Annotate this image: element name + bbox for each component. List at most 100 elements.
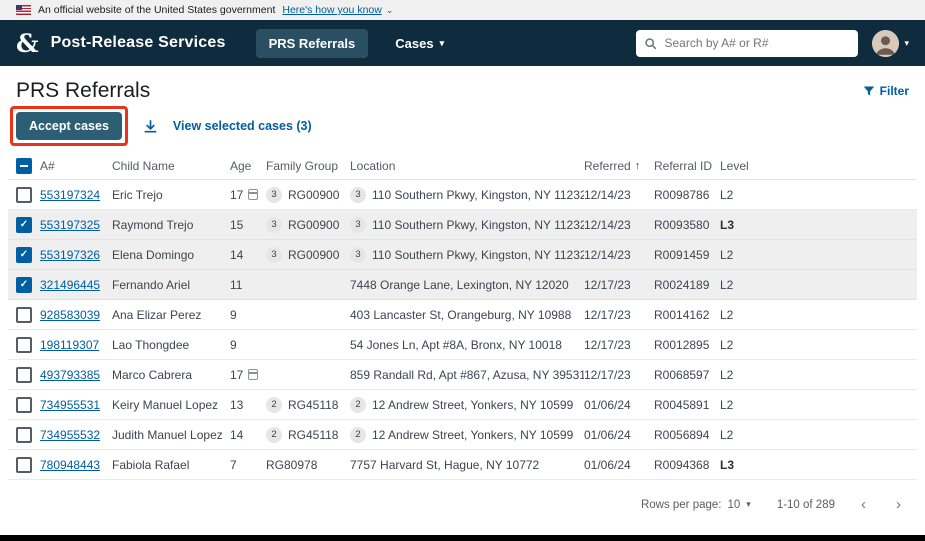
previous-page-button[interactable]: ‹ bbox=[861, 496, 866, 513]
row-checkbox[interactable] bbox=[16, 246, 32, 263]
age-cell: 11 bbox=[230, 277, 243, 292]
table-row[interactable]: 553197326 Elena Domingo 14 3 RG00900 3 1… bbox=[8, 240, 917, 270]
level-cell: L2 bbox=[720, 367, 734, 382]
a-number-link[interactable]: 493793385 bbox=[40, 367, 101, 382]
table-row[interactable]: 780948443 Fabiola Rafael 7 RG80978 7757 … bbox=[8, 450, 917, 480]
location-cell: 3 110 Southern Pkwy, Kingston, NY 11232 bbox=[350, 246, 584, 263]
level-cell: L3 bbox=[720, 457, 735, 472]
a-number-link[interactable]: 198119307 bbox=[40, 337, 100, 352]
table-row[interactable]: 553197325 Raymond Trejo 15 3 RG00900 3 1… bbox=[8, 210, 917, 240]
row-checkbox[interactable] bbox=[16, 426, 32, 443]
level-cell: L3 bbox=[720, 217, 735, 232]
referral-id-cell: R0024189 bbox=[654, 277, 710, 292]
column-header-a-number[interactable]: A# bbox=[40, 158, 55, 173]
download-icon[interactable] bbox=[143, 119, 158, 134]
table-row[interactable]: 734955532 Judith Manuel Lopez 14 2 RG451… bbox=[8, 420, 917, 450]
view-selected-cases-link[interactable]: View selected cases (3) bbox=[172, 119, 312, 133]
column-header-family-group[interactable]: Family Group bbox=[266, 158, 339, 173]
next-page-button[interactable]: › bbox=[896, 496, 901, 513]
primary-nav: PRS Referrals Cases ▾ bbox=[255, 28, 458, 58]
column-header-child-name[interactable]: Child Name bbox=[112, 158, 175, 173]
a-number-link[interactable]: 780948443 bbox=[40, 457, 101, 472]
referral-id-cell: R0093580 bbox=[654, 217, 710, 232]
referred-cell: 12/14/23 bbox=[584, 187, 631, 202]
avatar[interactable] bbox=[872, 29, 900, 57]
column-header-referred[interactable]: Referred ↑ bbox=[584, 158, 641, 173]
column-header-age[interactable]: Age bbox=[230, 158, 252, 173]
table-row[interactable]: 928583039 Ana Elizar Perez 9 403 Lancast… bbox=[8, 300, 917, 330]
a-number-link[interactable]: 553197326 bbox=[40, 247, 101, 262]
calendar-icon bbox=[248, 369, 259, 380]
row-checkbox[interactable] bbox=[16, 336, 32, 353]
family-group-badge: 3 bbox=[266, 186, 282, 203]
a-number-link[interactable]: 321496445 bbox=[40, 277, 101, 292]
referral-id-cell: R0091459 bbox=[654, 247, 710, 262]
table-row[interactable]: 198119307 Lao Thongdee 9 54 Jones Ln, Ap… bbox=[8, 330, 917, 360]
level-cell: L2 bbox=[720, 337, 734, 352]
search-icon bbox=[644, 37, 657, 55]
child-name-cell: Elena Domingo bbox=[112, 247, 195, 262]
filter-button[interactable]: Filter bbox=[863, 84, 909, 98]
row-checkbox[interactable] bbox=[16, 276, 32, 293]
table-header-row: A# Child Name Age Family Group Location … bbox=[8, 152, 917, 180]
level-cell: L2 bbox=[720, 397, 734, 412]
level-cell: L2 bbox=[720, 187, 734, 202]
age-cell: 17 bbox=[230, 368, 266, 382]
sort-ascending-icon: ↑ bbox=[634, 159, 641, 172]
row-checkbox[interactable] bbox=[16, 216, 32, 233]
referred-cell: 12/17/23 bbox=[584, 337, 631, 352]
pagination: Rows per page: 10 ▾ 1-10 of 289 ‹ › bbox=[0, 480, 925, 513]
a-number-link[interactable]: 928583039 bbox=[40, 307, 101, 322]
column-header-level[interactable]: Level bbox=[720, 158, 749, 173]
search-input[interactable] bbox=[636, 29, 859, 57]
row-checkbox[interactable] bbox=[16, 366, 32, 383]
page-title: PRS Referrals bbox=[16, 79, 151, 102]
child-name-cell: Judith Manuel Lopez bbox=[112, 427, 223, 442]
a-number-link[interactable]: 553197325 bbox=[40, 217, 101, 232]
age-cell: 9 bbox=[230, 307, 237, 322]
referred-cell: 12/17/23 bbox=[584, 367, 631, 382]
accept-cases-button[interactable]: Accept cases bbox=[16, 112, 122, 140]
location-cell: 54 Jones Ln, Apt #8A, Bronx, NY 10018 bbox=[350, 337, 562, 352]
column-header-referral-id[interactable]: Referral ID bbox=[654, 158, 713, 173]
level-cell: L2 bbox=[720, 247, 734, 262]
rows-per-page-select[interactable]: Rows per page: 10 ▾ bbox=[641, 499, 751, 511]
child-name-cell: Eric Trejo bbox=[112, 187, 163, 202]
table-row[interactable]: 734955531 Keiry Manuel Lopez 13 2 RG4511… bbox=[8, 390, 917, 420]
table-row[interactable]: 553197324 Eric Trejo 17 3 RG00900 3 110 … bbox=[8, 180, 917, 210]
row-checkbox[interactable] bbox=[16, 456, 32, 473]
gov-banner-link[interactable]: Here's how you know bbox=[282, 4, 382, 16]
location-cell: 2 12 Andrew Street, Yonkers, NY 10599 bbox=[350, 426, 584, 443]
location-cell: 859 Randall Rd, Apt #867, Azusa, NY 3953… bbox=[350, 367, 584, 382]
family-group-cell: RG80978 bbox=[266, 457, 318, 472]
row-checkbox[interactable] bbox=[16, 396, 32, 413]
tab-prs-referrals[interactable]: PRS Referrals bbox=[255, 28, 369, 58]
tab-cases[interactable]: Cases ▾ bbox=[382, 29, 457, 58]
child-name-cell: Marco Cabrera bbox=[112, 367, 193, 382]
a-number-link[interactable]: 734955531 bbox=[40, 397, 101, 412]
a-number-link[interactable]: 734955532 bbox=[40, 427, 101, 442]
tab-cases-label: Cases bbox=[395, 35, 434, 51]
a-number-link[interactable]: 553197324 bbox=[40, 187, 101, 202]
user-menu[interactable]: ▾ bbox=[872, 29, 909, 57]
select-all-checkbox[interactable] bbox=[16, 157, 32, 174]
referred-cell: 01/06/24 bbox=[584, 427, 631, 442]
app-title: Post-Release Services bbox=[50, 34, 226, 51]
column-header-location[interactable]: Location bbox=[350, 158, 396, 173]
level-cell: L2 bbox=[720, 307, 734, 322]
age-cell: 14 bbox=[230, 247, 244, 262]
location-badge: 2 bbox=[350, 396, 366, 413]
age-cell: 17 bbox=[230, 188, 266, 202]
child-name-cell: Lao Thongdee bbox=[112, 337, 190, 352]
chevron-down-icon: ▾ bbox=[904, 37, 909, 48]
referred-cell: 12/14/23 bbox=[584, 217, 631, 232]
location-cell: 3 110 Southern Pkwy, Kingston, NY 11232 bbox=[350, 186, 584, 203]
level-cell: L2 bbox=[720, 277, 734, 292]
row-checkbox[interactable] bbox=[16, 306, 32, 323]
table-row[interactable]: 493793385 Marco Cabrera 17 859 Randall R… bbox=[8, 360, 917, 390]
row-checkbox[interactable] bbox=[16, 186, 32, 203]
table-row[interactable]: 321496445 Fernando Ariel 11 7448 Orange … bbox=[8, 270, 917, 300]
referred-cell: 12/17/23 bbox=[584, 277, 631, 292]
referred-cell: 01/06/24 bbox=[584, 397, 631, 412]
referral-id-cell: R0012895 bbox=[654, 337, 710, 352]
